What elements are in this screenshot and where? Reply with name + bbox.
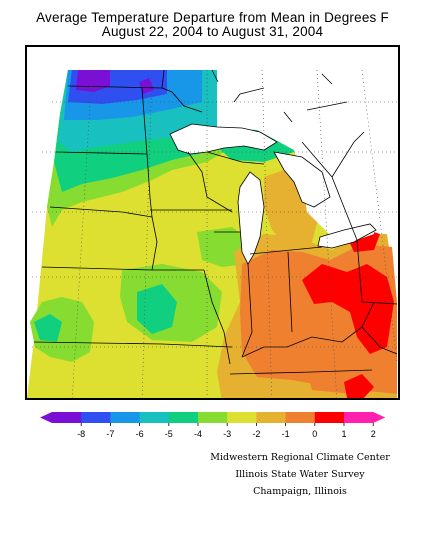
credit-location: Champaign, Illinois	[253, 486, 347, 497]
scale-swatch	[285, 412, 316, 423]
color-scale-bar: -8 -7 -6 -5 -4 -3 -2 -1 0 1 2	[40, 412, 385, 439]
scale-arrow-left	[40, 412, 52, 423]
map-canvas	[27, 69, 398, 398]
contour-minus4-west	[34, 314, 62, 342]
scale-swatch	[198, 412, 228, 423]
contour-one-oh	[302, 264, 394, 354]
map-title: Average Temperature Departure from Mean …	[36, 10, 389, 25]
scale-swatch	[227, 412, 257, 423]
scale-tick-label: -3	[223, 429, 231, 439]
temperature-departure-map	[25, 45, 400, 400]
scale-tick-label: 2	[371, 429, 376, 439]
graticule	[32, 69, 398, 398]
contour-one-se	[344, 374, 374, 398]
lake-huron	[273, 151, 331, 208]
scale-tick-label: 1	[341, 429, 346, 439]
scale-tick-label: -4	[194, 429, 202, 439]
credit-mrcc: Midwestern Regional Climate Center	[210, 452, 390, 463]
scale-tick-label: 0	[312, 429, 317, 439]
scale-tick-label: -2	[252, 429, 260, 439]
lake-erie	[317, 223, 377, 249]
scale-swatch	[344, 412, 374, 423]
scale-tick-label: -7	[106, 429, 114, 439]
scale-swatch	[139, 412, 170, 423]
scale-swatch	[168, 412, 199, 423]
contour-minus8-b	[139, 78, 154, 94]
scale-swatch	[81, 412, 111, 423]
contour-minus3-west	[30, 297, 94, 362]
credit-isws: Illinois State Water Survey	[235, 469, 365, 480]
scale-swatch	[314, 412, 345, 423]
contour-minus4-ia	[137, 284, 177, 334]
map-date-range: August 22, 2004 to August 31, 2004	[101, 24, 324, 39]
scale-arrow-right	[373, 412, 385, 423]
scale-swatch	[256, 412, 287, 423]
no-data-area	[217, 70, 374, 240]
scale-tick-label: -8	[77, 429, 85, 439]
scale-tick-label: -6	[136, 429, 144, 439]
scale-swatch	[110, 412, 141, 423]
scale-swatch	[52, 412, 82, 423]
lake-superior	[169, 123, 278, 155]
state-boundaries	[33, 69, 398, 375]
scale-tick-label: -1	[282, 429, 290, 439]
scale-tick-label: -5	[165, 429, 173, 439]
